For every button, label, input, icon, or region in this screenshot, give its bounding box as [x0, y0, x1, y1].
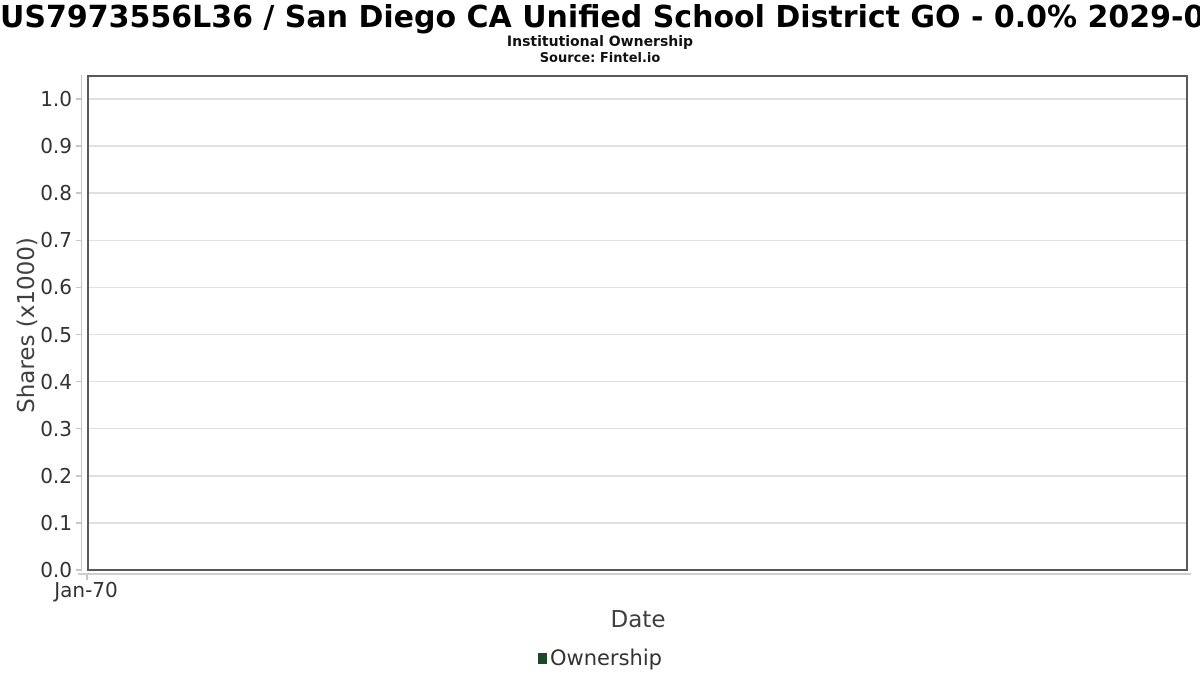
gridline-y-0.6: [89, 286, 1186, 289]
y-tick-mark-0.8: [76, 192, 82, 194]
gridline-y-0.8: [89, 192, 1186, 194]
gridline-y-0.5: [89, 333, 1186, 336]
chart-subtitle: Institutional Ownership: [506, 34, 694, 50]
x-axis-line: [78, 572, 1191, 575]
y-tick-label-0.9: 0.9: [40, 134, 72, 159]
gridline-y-0.1: [89, 522, 1186, 524]
gridline-y-1.0: [89, 98, 1186, 100]
gridline-y-0.2: [89, 475, 1186, 477]
y-tick-mark-0.6: [76, 286, 82, 289]
legend-marker-ownership: [538, 652, 547, 664]
y-axis-title: Shares (x1000): [14, 237, 40, 413]
y-tick-mark-0.0: [76, 569, 82, 571]
y-tick-mark-0.3: [76, 427, 82, 430]
legend-label-ownership: Ownership: [550, 646, 662, 670]
x-tick-label: Jan-70: [54, 578, 118, 602]
y-tick-mark-0.9: [76, 145, 82, 147]
y-tick-mark-0.5: [76, 333, 82, 336]
plot-area: [87, 75, 1188, 571]
gridline-y-0.3: [89, 427, 1186, 430]
y-tick-label-0.3: 0.3: [40, 416, 72, 441]
y-tick-label-1.0: 1.0: [40, 87, 72, 111]
y-axis-line: [80, 75, 82, 571]
y-tick-label-0.2: 0.2: [40, 463, 72, 488]
y-tick-label-0.1: 0.1: [40, 510, 72, 535]
x-tick-mark: [86, 574, 88, 580]
chart-source-note: Source: Fintel.io: [539, 51, 661, 66]
y-tick-label-0.7: 0.7: [40, 228, 72, 253]
x-axis-title: Date: [610, 607, 666, 633]
y-tick-label-0.4: 0.4: [40, 369, 72, 394]
y-tick-label-0.6: 0.6: [40, 275, 72, 300]
chart-title: US7973556L36 / San Diego CA Unified Scho…: [0, 0, 1200, 35]
gridline-y-0.9: [89, 145, 1186, 147]
y-tick-label-0.5: 0.5: [40, 322, 72, 347]
y-tick-mark-0.7: [76, 239, 82, 242]
y-tick-mark-0.4: [76, 380, 82, 383]
gridline-y-0.4: [89, 380, 1186, 383]
legend[interactable]: Ownership: [2, 645, 1198, 671]
y-tick-mark-1.0: [76, 98, 82, 100]
y-tick-mark-0.1: [76, 522, 82, 524]
y-tick-label-0.8: 0.8: [40, 181, 72, 206]
gridline-y-0.7: [89, 239, 1186, 242]
y-tick-label-0.0: 0.0: [40, 558, 72, 582]
y-tick-mark-0.2: [76, 475, 82, 477]
